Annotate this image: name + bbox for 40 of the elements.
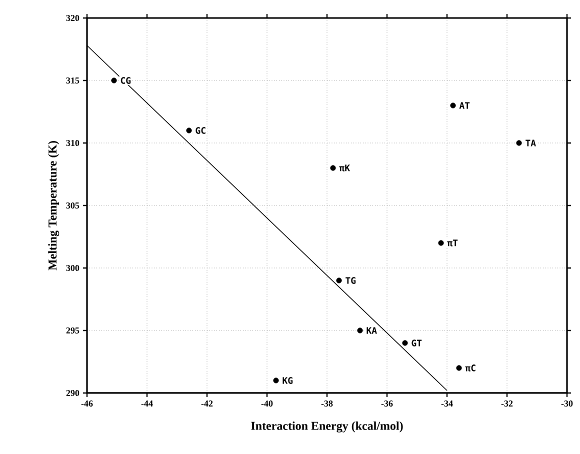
point xyxy=(111,78,117,84)
annotation: πK xyxy=(339,164,350,172)
y-tick-label: 320 xyxy=(66,14,80,22)
point xyxy=(186,128,192,134)
y-tick-label: 315 xyxy=(66,77,80,84)
x-tick-label: -30 xyxy=(561,400,573,407)
y-tick-label: 300 xyxy=(66,264,80,272)
x-axis-title: Interaction Energy (kcal/mol) xyxy=(251,421,403,432)
point xyxy=(456,365,462,371)
annotation: πC xyxy=(465,364,476,372)
annotation: GT xyxy=(412,340,422,346)
x-tick-label: -46 xyxy=(81,400,93,407)
annotation: πT xyxy=(447,240,458,246)
x-tick-label: -44 xyxy=(141,400,153,406)
annotation: KA xyxy=(366,327,377,334)
annotation: GC xyxy=(196,127,206,134)
x-tick-label: -38 xyxy=(321,400,333,407)
y-axis-title: Melting Temperature (K) xyxy=(48,141,60,270)
annotation: KG xyxy=(282,377,293,384)
y-tick-label: 295 xyxy=(66,327,80,334)
annotation: TG xyxy=(346,277,356,284)
annotation: TA xyxy=(526,140,536,146)
x-tick-label: -42 xyxy=(201,400,213,406)
annotation: CG xyxy=(120,77,131,84)
annotation: AT xyxy=(459,102,470,109)
point xyxy=(273,378,279,384)
y-tick-label: 310 xyxy=(66,140,80,146)
x-tick-label: -32 xyxy=(501,400,513,407)
y-tick-label: 290 xyxy=(66,390,80,396)
point xyxy=(516,140,522,146)
x-tick-label: -40 xyxy=(261,400,273,407)
x-tick-label: -36 xyxy=(381,400,393,407)
point xyxy=(450,102,456,108)
point xyxy=(336,278,342,284)
point xyxy=(330,165,336,171)
x-tick-label: -34 xyxy=(441,400,453,407)
y-tick-label: 305 xyxy=(66,202,80,209)
point xyxy=(357,328,363,334)
point xyxy=(402,340,408,346)
point xyxy=(438,240,444,246)
